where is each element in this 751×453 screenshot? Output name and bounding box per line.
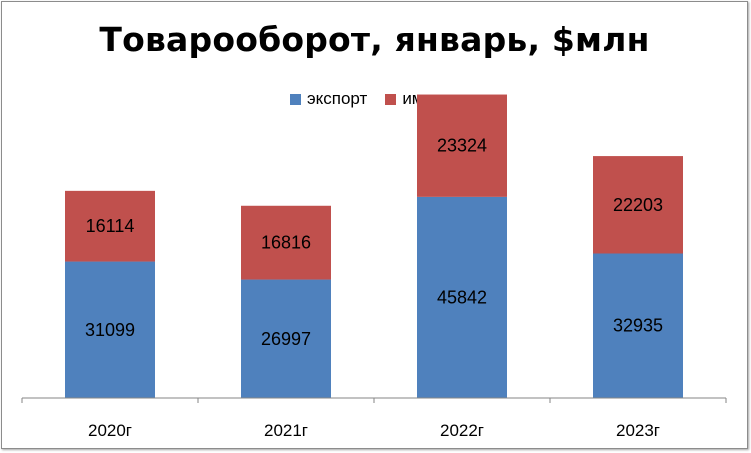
- legend-swatch-import: [385, 93, 397, 105]
- chart-title: Товарооборот, январь, $млн: [99, 20, 650, 59]
- data-label-export-2: 26997: [261, 329, 311, 349]
- bar-import-3: [417, 94, 507, 197]
- legend-label-export: экспорт: [306, 89, 368, 108]
- bar-export-3: [417, 196, 507, 398]
- legend-item-export: экспорт: [289, 89, 368, 109]
- data-label-import-4: 22203: [613, 195, 663, 215]
- bar-export-4: [593, 253, 683, 398]
- x-tick-label-4: 2023г: [616, 421, 660, 440]
- data-label-import-1: 16114: [86, 216, 135, 236]
- data-label-export-4: 32935: [613, 316, 663, 336]
- bar-export-2: [241, 279, 331, 398]
- bar-import-4: [593, 156, 683, 254]
- bar-import-2: [241, 205, 331, 280]
- x-tick-label-2: 2021г: [264, 421, 308, 440]
- data-label-export-1: 31099: [85, 320, 135, 340]
- x-tick-label-1: 2020г: [88, 421, 132, 440]
- data-label-import-3: 23324: [437, 136, 487, 156]
- bar-import-1: [65, 190, 155, 262]
- bar-export-1: [65, 261, 155, 398]
- data-label-import-2: 16816: [261, 233, 311, 253]
- x-tick-label-3: 2022г: [440, 421, 484, 440]
- legend-swatch-export: [289, 93, 301, 105]
- data-label-export-3: 45842: [437, 287, 487, 307]
